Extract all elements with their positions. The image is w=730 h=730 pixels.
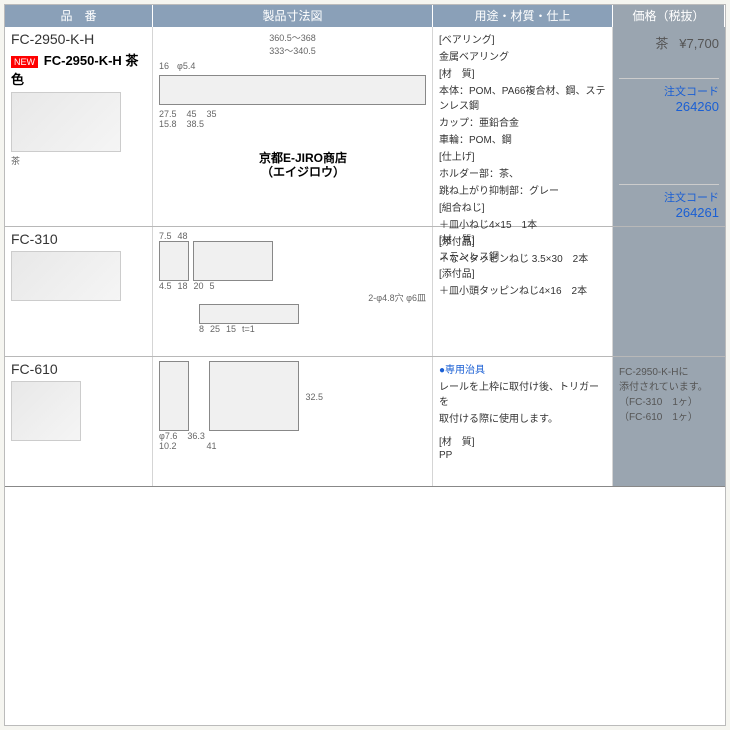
dim-label: 18 [178, 281, 188, 291]
watermark-line1: 京都E-JIRO商店 [259, 151, 347, 165]
order-label: 注文コード [664, 192, 719, 204]
table-header: 品 番 製品寸法図 用途・材質・仕上 価格（税抜） [5, 5, 725, 27]
price-value: ¥7,700 [679, 36, 719, 51]
dim-label: 36.3 [187, 431, 205, 441]
price-note: 添付されています。 [619, 378, 719, 393]
spec-text: 本体：POM、PA66複合材、鋼、ステンレス鋼 [439, 86, 606, 112]
diagram-cell: 32.5 φ7.6 36.3 10.2 41 [153, 357, 433, 486]
order-code-link[interactable]: 264261 [676, 205, 719, 220]
spec-text: カップ：亜鉛合金 [439, 118, 519, 129]
dim-label: 4.5 [159, 281, 172, 291]
spec-text: 金属ベアリング [439, 52, 509, 63]
price-note: （FC-310 1ヶ） [619, 393, 719, 408]
price-cell [613, 227, 725, 356]
part-cell: FC-610 [5, 357, 153, 486]
spec-text: 跳ね上がり抑制部：グレー [439, 186, 559, 197]
spec-bullet: ●専用治具 [439, 365, 485, 376]
dim-label: t=1 [242, 324, 255, 334]
dim-label: 7.5 [159, 231, 172, 241]
spec-cell: [材 質] ステンレス鋼 [添付品] ＋皿小頭タッピンねじ4×16 2本 [433, 227, 613, 356]
table-row: FC-610 32.5 φ7.6 36.3 10.2 41 [5, 357, 725, 487]
dim-label: 20 [194, 281, 204, 291]
watermark: 京都E-JIRO商店 （エイジロウ） [259, 151, 347, 180]
dim-label: 38.5 [187, 119, 205, 129]
spec-text: 取付ける際に使用します。 [439, 414, 558, 425]
dim-label: 2-φ4.8穴 φ6皿 [159, 291, 426, 304]
dim-label: 25 [210, 324, 220, 334]
header-diagram: 製品寸法図 [153, 5, 433, 27]
dim-label: 10.2 [159, 441, 177, 451]
table-row: FC-310 7.5 48 4.5 18 20 5 2-φ4.8 [5, 227, 725, 357]
dim-label: 16 [159, 61, 169, 71]
catalog-table: 品 番 製品寸法図 用途・材質・仕上 価格（税抜） FC-2950-K-H NE… [4, 4, 726, 726]
dim-label: 45 [187, 109, 197, 119]
spec-cell: ●専用治具 レールを上枠に取付け後、トリガーを 取付ける際に使用します。 [材 … [433, 357, 613, 486]
product-thumbnail [11, 251, 121, 301]
part-cell: FC-310 [5, 227, 153, 356]
spec-text: [材 質] [439, 437, 475, 448]
header-spec: 用途・材質・仕上 [433, 5, 613, 27]
dim-label: φ7.6 [159, 431, 177, 441]
price-color: 茶 [655, 36, 668, 51]
spec-text: [組合ねじ] [439, 203, 485, 214]
spec-cell: [ベアリング] 金属ベアリング [材 質] 本体：POM、PA66複合材、鋼、ス… [433, 27, 613, 226]
dim-label: 5 [210, 281, 215, 291]
dim-label: 15 [226, 324, 236, 334]
dim-label: 41 [207, 441, 217, 451]
spec-text: ステンレス鋼 [439, 252, 499, 263]
dim-label: 8 [199, 324, 204, 334]
watermark-line2: （エイジロウ） [259, 165, 347, 179]
color-note: 茶 [11, 154, 146, 167]
spec-text: PP [439, 450, 452, 461]
spec-text: [仕上げ] [439, 152, 475, 163]
diagram-cell: 7.5 48 4.5 18 20 5 2-φ4.8穴 φ6皿 8 25 [153, 227, 433, 356]
price-cell: FC-2950-K-Hに 添付されています。 （FC-310 1ヶ） （FC-6… [613, 357, 725, 486]
spec-text: [材 質] [439, 69, 475, 80]
order-code-link[interactable]: 264260 [676, 99, 719, 114]
header-part: 品 番 [5, 5, 153, 27]
price-note: FC-2950-K-Hに [619, 363, 719, 378]
dim-label: 32.5 [305, 392, 323, 402]
part-number: FC-310 [11, 231, 146, 247]
dim-label: 27.5 [159, 109, 177, 119]
order-label: 注文コード [664, 86, 719, 98]
spec-text: ＋皿小頭タッピンねじ4×16 2本 [439, 286, 587, 297]
dim-label: φ5.4 [177, 61, 195, 71]
price-note: （FC-610 1ヶ） [619, 408, 719, 423]
diagram-cell: 360.5〜368 333〜340.5 16 φ5.4 27.5 45 35 1… [153, 27, 433, 226]
part-cell: FC-2950-K-H NEW FC-2950-K-H 茶色 茶 [5, 27, 153, 226]
price-cell: 茶 ¥7,700 注文コード 264260 注文コード 264261 [613, 27, 725, 226]
dim-label: 15.8 [159, 119, 177, 129]
part-number: FC-610 [11, 361, 146, 377]
new-badge: NEW [11, 56, 38, 68]
spec-text: ホルダー部：茶、 [439, 169, 519, 180]
spec-text: [材 質] [439, 235, 475, 246]
dim-label: 360.5〜368 [159, 31, 426, 44]
dim-label: 333〜340.5 [159, 44, 426, 57]
spec-text: レールを上枠に取付け後、トリガーを [439, 382, 599, 408]
part-number: FC-2950-K-H [11, 31, 146, 47]
product-thumbnail [11, 381, 81, 441]
header-price: 価格（税抜） [613, 5, 725, 27]
spec-text: 車輪：POM、鋼 [439, 135, 512, 146]
spec-text: [ベアリング] [439, 35, 495, 46]
spec-text: [添付品] [439, 269, 475, 280]
table-row: FC-2950-K-H NEW FC-2950-K-H 茶色 茶 360.5〜3… [5, 27, 725, 227]
dim-label: 35 [207, 109, 217, 119]
dim-label: 48 [178, 231, 188, 241]
product-thumbnail [11, 92, 121, 152]
